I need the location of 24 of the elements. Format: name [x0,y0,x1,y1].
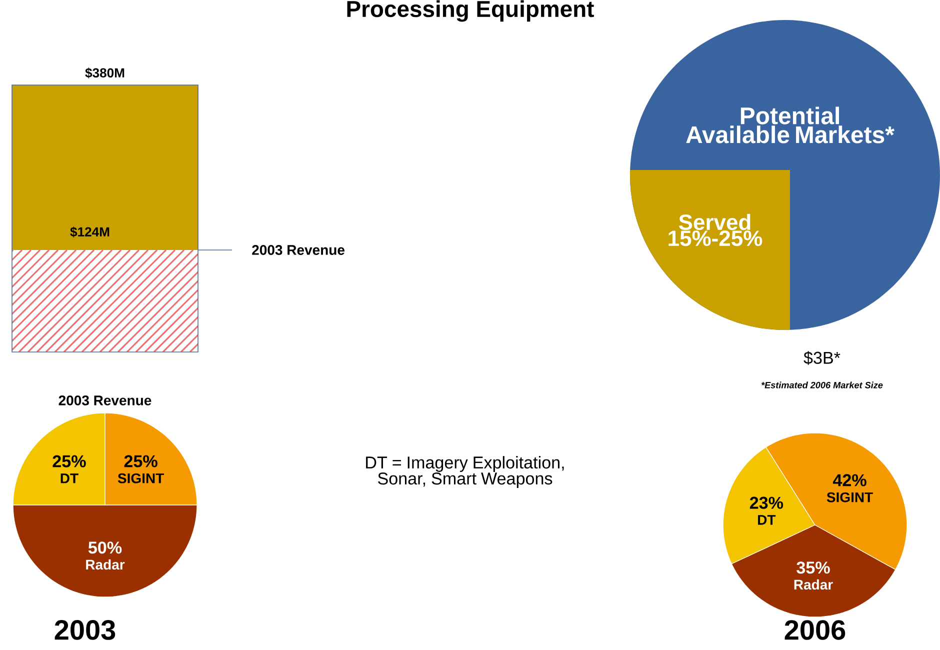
text: $3B* [804,351,840,365]
slice-label: Radar [794,579,833,590]
data-label: 42% [832,474,866,486]
slice-label: DT [758,515,776,525]
text: 2006 [784,620,846,640]
data-label: 25% [124,455,158,468]
text: $380M [85,68,124,78]
text: 2003 [54,620,116,640]
slice-label: DT [60,474,78,484]
text: 2003 Revenue [252,245,344,255]
slice-label: SIGINT [118,473,164,484]
slice-label: SIGINT [826,492,873,502]
slice-label: Radar [86,559,125,570]
text: *Estimated 2006 Market Size [761,382,883,388]
text: Potential Available Markets* [686,106,894,144]
chart-title: 2003 Revenue [58,395,152,406]
data-label: 50% [88,542,122,554]
text: Served 15%-25% [668,214,762,246]
data-label: 25% [52,455,86,468]
data-label: 23% [750,496,784,509]
text: Processing Equipment [347,0,594,22]
text: DT = Imagery Exploitation, Sonar, Smart Weapons [366,456,564,488]
data-label: 35% [796,562,830,574]
text: $124M [70,226,110,238]
